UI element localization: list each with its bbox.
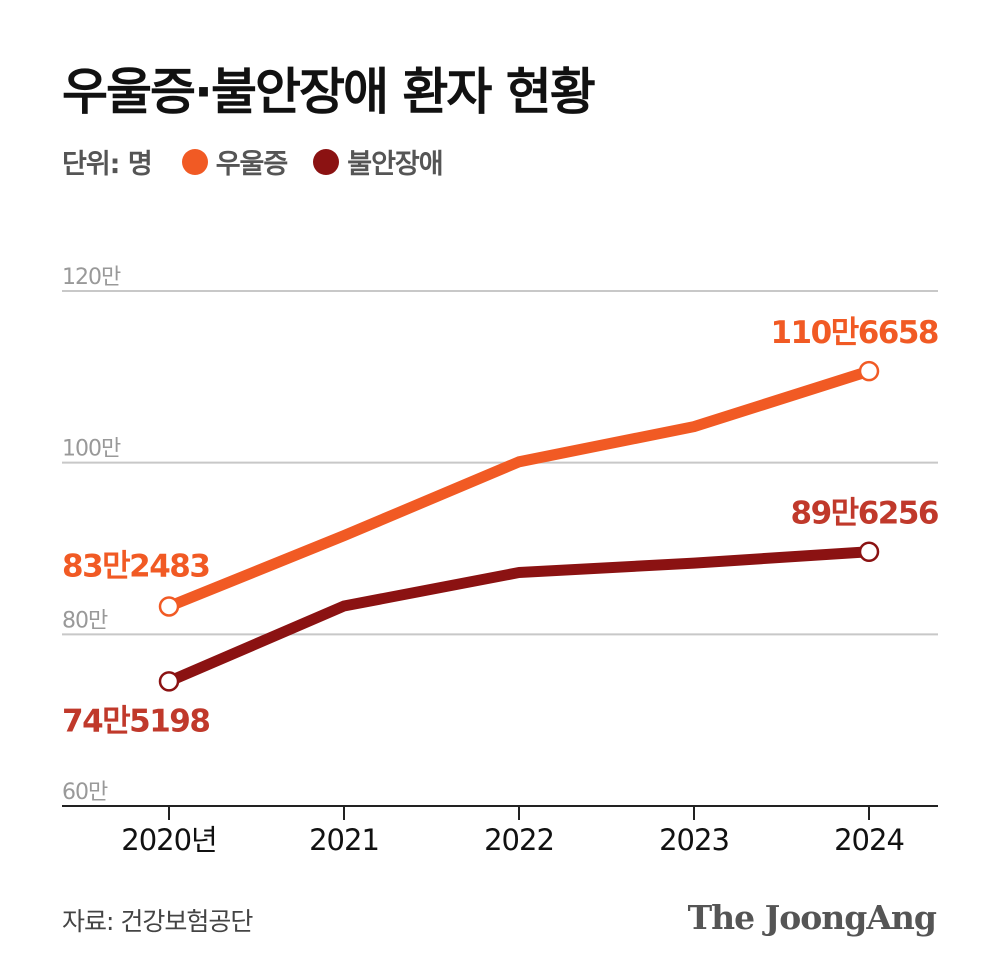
x-tick-label: 2022	[484, 823, 554, 857]
x-tick-label: 2023	[659, 823, 729, 857]
source-note: 자료: 건강보험공단	[62, 907, 253, 936]
series-line-anxiety	[163, 546, 875, 687]
data-label-anxiety: 74만5198	[62, 703, 209, 739]
x-tick-label: 2020년	[121, 823, 216, 857]
legend: 단위: 명 우울증 불안장애	[62, 142, 469, 181]
x-tick-label: 2024	[834, 823, 904, 857]
legend-item-anxiety: 불안장애	[313, 142, 444, 181]
legend-label-anxiety: 불안장애	[347, 149, 443, 180]
data-label-depression: 110만6658	[770, 315, 938, 351]
series-line-depression	[163, 365, 875, 612]
data-point-anxiety	[158, 671, 180, 692]
data-point-depression	[858, 360, 880, 382]
y-tick-label: 100만	[62, 437, 121, 462]
legend-item-depression: 우울증	[181, 142, 289, 181]
y-tick-label: 80만	[62, 608, 108, 633]
brand-logo: The JoongAng	[687, 898, 937, 937]
data-point-depression	[158, 596, 180, 617]
data-label-anxiety: 89만6256	[791, 496, 938, 532]
data-point-anxiety	[858, 541, 880, 562]
x-tick-label: 2021	[309, 823, 379, 857]
chart-title: 우울증·불안장애 환자 현황	[62, 63, 596, 121]
unit-label: 단위: 명	[62, 149, 153, 180]
legend-dot-depression	[181, 148, 208, 175]
data-label-depression: 83만2483	[62, 548, 209, 584]
legend-dot-anxiety	[313, 148, 340, 175]
y-tick-label: 60만	[62, 780, 108, 805]
y-tick-label: 120만	[62, 265, 121, 290]
legend-label-depression: 우울증	[215, 149, 289, 180]
